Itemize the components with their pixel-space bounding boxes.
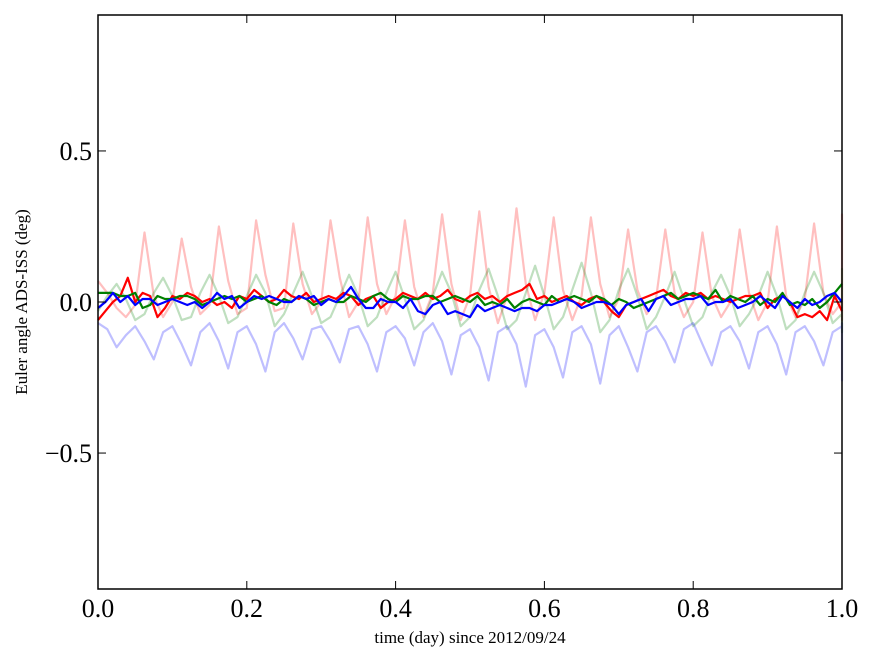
series-line-0 [97, 207, 844, 325]
x-axis-label: time (day) since 2012/09/24 [374, 628, 566, 647]
x-tick-label-4: 0.8 [677, 594, 710, 623]
x-tick-label-0: 0.0 [82, 594, 115, 623]
series-line-5 [97, 285, 843, 319]
x-tick-label-3: 0.6 [528, 594, 561, 623]
plot-lines [97, 207, 844, 388]
x-tick-label-2: 0.4 [379, 594, 412, 623]
y-tick-label-2: −0.5 [45, 439, 92, 468]
y-tick-label-1: 0.0 [60, 288, 93, 317]
series-line-2 [97, 322, 844, 388]
series-line-3 [97, 276, 843, 322]
tick-labels: 0.0 0.2 0.4 0.6 0.8 1.0 0.5 0.0 −0.5 [45, 137, 858, 623]
y-tick-label-0: 0.5 [60, 137, 93, 166]
y-axis-label: Euler angle ADS-ISS (deg) [12, 209, 31, 395]
x-tick-label-1: 0.2 [231, 594, 264, 623]
x-tick-label-5: 1.0 [826, 594, 859, 623]
axis-ticks [97, 15, 843, 589]
